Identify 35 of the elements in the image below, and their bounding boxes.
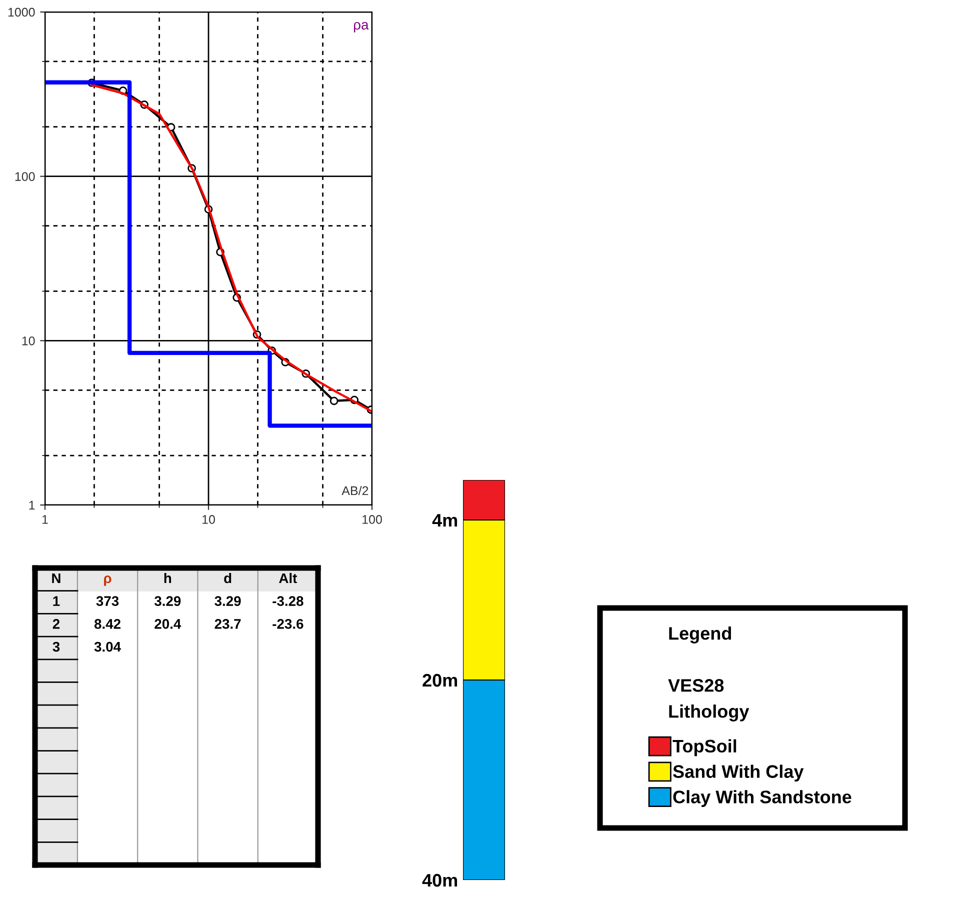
text: 3.04 — [94, 642, 121, 652]
legend-label: Sand With Clay — [673, 764, 804, 782]
legend-title: Legend — [669, 626, 732, 644]
text: 1 — [53, 596, 60, 606]
y-tick-label: 4m — [432, 514, 458, 527]
category-label: d — [224, 572, 232, 584]
y-tick-label: 1 — [29, 500, 35, 510]
text: 23.7 — [214, 619, 241, 629]
text: Lithology — [669, 704, 750, 722]
text: 3.29 — [154, 596, 181, 606]
category-label: ρ — [104, 576, 112, 586]
text: VES28 — [668, 679, 724, 692]
y-tick-label: 10 — [22, 336, 35, 346]
text: 8.42 — [94, 619, 120, 629]
text: 2 — [52, 619, 60, 629]
x-axis-title: AB/2 — [342, 486, 368, 496]
text: 3.29 — [214, 596, 241, 606]
text: 3 — [52, 642, 60, 652]
x-tick-label: 10 — [202, 515, 215, 524]
x-tick-label: 100 — [362, 515, 382, 524]
category-label: Alt — [279, 572, 298, 584]
y-tick-label: 20m — [422, 674, 458, 687]
y-tick-label: 1000 — [8, 8, 35, 17]
y-axis-title: ρa — [354, 22, 369, 32]
y-tick-label: 40m — [422, 874, 458, 887]
y-tick-label: 100 — [15, 172, 35, 181]
text: 20.4 — [154, 619, 182, 629]
category-label: h — [164, 572, 172, 584]
text: -23.6 — [272, 619, 304, 629]
text: 373 — [96, 596, 119, 606]
x-tick-label: 1 — [42, 515, 48, 524]
category-label: N — [52, 573, 60, 584]
text: -3.28 — [272, 596, 304, 606]
legend-label: Clay With Sandstone — [673, 790, 852, 807]
legend-label: TopSoil — [672, 739, 736, 756]
